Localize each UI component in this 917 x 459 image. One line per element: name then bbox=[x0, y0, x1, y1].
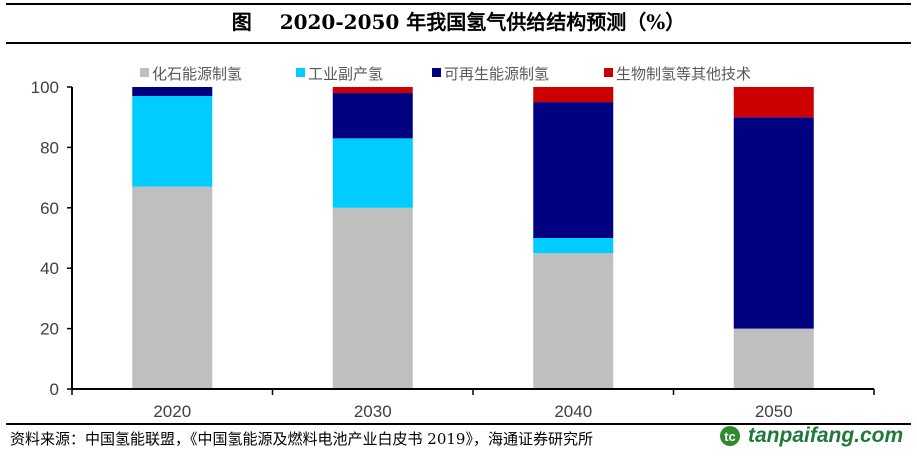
bar-segment-2030-series-3 bbox=[332, 87, 413, 94]
bar-segment-2040-series-0 bbox=[533, 253, 614, 389]
bar-segment-2040-series-2 bbox=[533, 102, 614, 238]
y-tick-label: 60 bbox=[40, 199, 59, 218]
x-tick-label: 2030 bbox=[354, 402, 392, 420]
legend-item: 工业副产氢 bbox=[296, 65, 383, 83]
bar-segment-2020-series-1 bbox=[132, 96, 213, 187]
legend: 化石能源制氢 工业副产氢 可再生能源制氢 生物制氢等其他技术 bbox=[140, 65, 751, 83]
bar-segment-2020-series-0 bbox=[132, 186, 213, 389]
y-tick-label: 80 bbox=[40, 138, 59, 157]
watermark-logo-icon: tc bbox=[720, 426, 740, 446]
legend-swatch bbox=[432, 68, 441, 77]
watermark: tc tanpaifang.com bbox=[720, 424, 903, 448]
legend-item: 化石能源制氢 bbox=[140, 65, 242, 83]
title-text: 2020-2050 年我国氢气供给结构预测（%） bbox=[279, 10, 686, 34]
legend-swatch bbox=[296, 68, 305, 77]
footer-rule bbox=[6, 423, 911, 425]
watermark-text: tanpaifang.com bbox=[748, 424, 904, 447]
bar-segment-2050-series-2 bbox=[733, 117, 814, 329]
legend-label: 生物制氢等其他技术 bbox=[616, 65, 751, 83]
bar-segment-2050-series-0 bbox=[733, 328, 814, 389]
legend-label: 化石能源制氢 bbox=[152, 65, 242, 83]
bar-segment-2040-series-3 bbox=[533, 87, 614, 103]
title-top-rule bbox=[6, 3, 911, 5]
title-bottom-rule bbox=[6, 42, 911, 44]
x-tick-label: 2020 bbox=[153, 402, 191, 420]
legend-swatch bbox=[604, 68, 613, 77]
y-tick-label: 0 bbox=[50, 380, 59, 399]
chart-title: 图 2020-2050 年我国氢气供给结构预测（%） bbox=[0, 6, 917, 35]
y-tick-label: 40 bbox=[40, 259, 59, 278]
legend-item: 生物制氢等其他技术 bbox=[604, 65, 751, 83]
bar-segment-2020-series-2 bbox=[132, 87, 213, 97]
legend-item: 可再生能源制氢 bbox=[432, 65, 549, 83]
x-tick-label: 2040 bbox=[554, 402, 592, 420]
x-tick-label: 2050 bbox=[755, 402, 793, 420]
bar-segment-2050-series-3 bbox=[733, 87, 814, 118]
legend-label: 工业副产氢 bbox=[308, 65, 383, 83]
legend-label: 可再生能源制氢 bbox=[444, 65, 549, 83]
bar-segment-2040-series-1 bbox=[533, 238, 614, 254]
source-note: 资料来源：中国氢能联盟，《中国氢能源及燃料电池产业白皮书 2019》，海通证券研… bbox=[10, 430, 593, 448]
bar-segment-2030-series-2 bbox=[332, 93, 413, 139]
stacked-bar-chart: 化石能源制氢 工业副产氢 可再生能源制氢 生物制氢等其他技术 2020 2030 2040… bbox=[31, 65, 875, 420]
legend-swatch bbox=[140, 68, 149, 77]
y-tick-label: 100 bbox=[31, 78, 59, 97]
bars bbox=[132, 87, 814, 389]
bar-segment-2030-series-0 bbox=[332, 207, 413, 389]
bar-segment-2030-series-1 bbox=[332, 138, 413, 208]
figure-label: 图 bbox=[231, 10, 252, 34]
y-tick-label: 20 bbox=[40, 320, 59, 339]
